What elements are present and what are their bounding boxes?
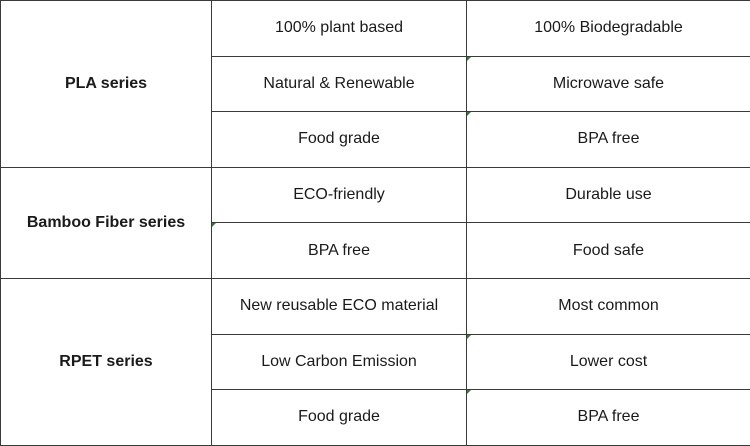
table-cell: BPA free xyxy=(467,390,750,446)
group-name-pla: PLA series xyxy=(1,1,212,168)
table-cell: Natural & Renewable xyxy=(212,56,467,112)
table-cell: New reusable ECO material xyxy=(212,278,467,334)
group-name-rpet: RPET series xyxy=(1,278,212,445)
table-cell: ECO-friendly xyxy=(212,167,467,223)
table-cell: Food grade xyxy=(212,112,467,168)
table-cell: Microwave safe xyxy=(467,56,750,112)
table-cell: BPA free xyxy=(212,223,467,279)
group-name-bamboo: Bamboo Fiber series xyxy=(1,167,212,278)
table-cell: 100% plant based xyxy=(212,1,467,57)
table-cell: 100% Biodegradable xyxy=(467,1,750,57)
table-row: Bamboo Fiber series ECO-friendly Durable… xyxy=(1,167,750,223)
table-cell: Lower cost xyxy=(467,334,750,390)
table-cell: Food grade xyxy=(212,390,467,446)
table-cell: Low Carbon Emission xyxy=(212,334,467,390)
table-cell: BPA free xyxy=(467,112,750,168)
table-row: PLA series 100% plant based 100% Biodegr… xyxy=(1,1,750,57)
table-cell: Most common xyxy=(467,278,750,334)
table-cell: Food safe xyxy=(467,223,750,279)
table-row: RPET series New reusable ECO material Mo… xyxy=(1,278,750,334)
table-cell: Durable use xyxy=(467,167,750,223)
